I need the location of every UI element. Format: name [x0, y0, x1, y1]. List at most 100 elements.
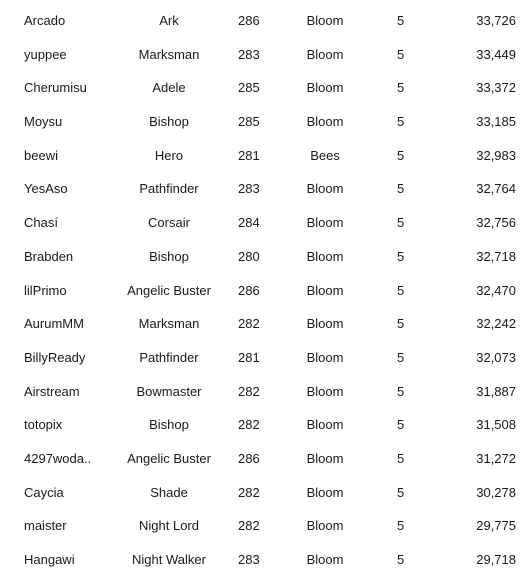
table-row[interactable]: Airstream Bowmaster 282 Bloom 5 31,887	[0, 375, 532, 409]
character-name[interactable]: Brabden	[24, 248, 74, 264]
level-value: 283	[238, 181, 260, 197]
job-name: Adele	[152, 80, 186, 96]
table-row[interactable]: Brabden Bishop 280 Bloom 5 32,718	[0, 240, 532, 274]
world-name: Bloom	[306, 215, 344, 231]
world-name: Bloom	[306, 417, 344, 433]
exp-value: 32,983	[476, 147, 516, 163]
character-name[interactable]: YesAso	[24, 181, 68, 197]
world-name: Bloom	[306, 316, 344, 332]
character-name[interactable]: Cherumisu	[24, 80, 87, 96]
character-name[interactable]: Airstream	[24, 383, 80, 399]
table-row[interactable]: 4297woda.. Angelic Buster 286 Bloom 5 31,272	[0, 442, 532, 476]
job-name: Shade	[150, 484, 188, 500]
job-name: Bishop	[149, 417, 189, 433]
character-name[interactable]: maister	[24, 518, 67, 534]
exp-value: 33,726	[476, 13, 516, 28]
world-name: Bloom	[306, 383, 344, 399]
table-row[interactable]: Hangawi Night Walker 283 Bloom 5 29,718	[0, 543, 532, 577]
world-name: Bloom	[306, 13, 344, 28]
stars-value: 5	[397, 484, 405, 500]
exp-value: 33,185	[476, 114, 516, 130]
character-name[interactable]: yuppee	[24, 46, 67, 62]
stars-value: 5	[397, 46, 405, 62]
table-row[interactable]: Cherumisu Adele 285 Bloom 5 33,372	[0, 71, 532, 105]
character-name[interactable]: BillyReady	[24, 349, 86, 365]
world-name: Bloom	[306, 349, 344, 365]
world-name: Bees	[310, 147, 340, 163]
character-name[interactable]: Chasí	[24, 215, 58, 231]
level-value: 285	[238, 80, 260, 96]
exp-value: 31,272	[476, 450, 516, 466]
job-name: Night Walker	[132, 552, 206, 567]
exp-value: 32,764	[476, 181, 516, 197]
world-name: Bloom	[306, 450, 344, 466]
table-row[interactable]: Arcado Ark 286 Bloom 5 33,726	[0, 4, 532, 38]
job-name: Marksman	[138, 316, 200, 332]
exp-value: 32,756	[476, 215, 516, 231]
character-name[interactable]: 4297woda..	[24, 450, 92, 466]
world-name: Bloom	[306, 181, 344, 197]
table-row[interactable]: lilPrimo Angelic Buster 286 Bloom 5 32,470	[0, 274, 532, 308]
exp-value: 32,718	[476, 248, 516, 264]
exp-value: 33,372	[476, 80, 516, 96]
level-value: 282	[238, 316, 260, 332]
table-row[interactable]: AurumMM Marksman 282 Bloom 5 32,242	[0, 307, 532, 341]
world-name: Bloom	[306, 114, 344, 130]
stars-value: 5	[397, 114, 405, 130]
job-name: Bishop	[149, 248, 189, 264]
level-value: 282	[238, 484, 260, 500]
exp-value: 32,242	[476, 316, 516, 332]
level-value: 282	[238, 518, 260, 534]
table-row[interactable]: beewi Hero 281 Bees 5 32,983	[0, 139, 532, 173]
table-row[interactable]: Chasí Corsair 284 Bloom 5 32,756	[0, 206, 532, 240]
level-value: 280	[238, 248, 260, 264]
table-row[interactable]: yuppee Marksman 283 Bloom 5 33,449	[0, 38, 532, 72]
stars-value: 5	[397, 383, 405, 399]
ranking-table: Arcado Ark 286 Bloom 5 33,726 yuppee Marksman 28…	[0, 4, 532, 577]
world-name: Bloom	[306, 282, 344, 298]
exp-value: 31,887	[476, 383, 516, 399]
job-name: Corsair	[148, 215, 190, 231]
level-value: 281	[238, 147, 260, 163]
world-name: Bloom	[306, 248, 344, 264]
table-row[interactable]: BillyReady Pathfinder 281 Bloom 5 32,073	[0, 341, 532, 375]
world-name: Bloom	[306, 46, 344, 62]
exp-value: 29,718	[476, 552, 516, 567]
level-value: 284	[238, 215, 260, 231]
stars-value: 5	[397, 215, 405, 231]
exp-value: 31,508	[476, 417, 516, 433]
table-row[interactable]: totopix Bishop 282 Bloom 5 31,508	[0, 408, 532, 442]
level-value: 286	[238, 282, 260, 298]
job-name: Hero	[154, 147, 184, 163]
table-row[interactable]: Moysu Bishop 285 Bloom 5 33,185	[0, 105, 532, 139]
character-name[interactable]: Hangawi	[24, 552, 75, 567]
stars-value: 5	[397, 147, 405, 163]
character-name[interactable]: Moysu	[24, 114, 63, 130]
stars-value: 5	[397, 80, 405, 96]
character-name[interactable]: Caycia	[24, 484, 64, 500]
job-name: Night Lord	[139, 518, 199, 534]
level-value: 286	[238, 450, 260, 466]
level-value: 282	[238, 417, 260, 433]
stars-value: 5	[397, 181, 405, 197]
character-name[interactable]: lilPrimo	[24, 282, 67, 298]
table-row[interactable]: maister Night Lord 282 Bloom 5 29,775	[0, 509, 532, 543]
stars-value: 5	[397, 417, 405, 433]
character-name[interactable]: AurumMM	[24, 316, 84, 332]
table-row[interactable]: YesAso Pathfinder 283 Bloom 5 32,764	[0, 172, 532, 206]
level-value: 283	[238, 46, 260, 62]
world-name: Bloom	[306, 552, 344, 567]
job-name: Bowmaster	[136, 383, 202, 399]
exp-value: 32,073	[476, 349, 516, 365]
job-name: Angelic Buster	[127, 450, 211, 466]
exp-value: 33,449	[476, 46, 516, 62]
level-value: 286	[238, 13, 260, 28]
character-name[interactable]: beewi	[24, 147, 58, 163]
job-name: Pathfinder	[139, 181, 199, 197]
character-name[interactable]: Arcado	[24, 13, 66, 28]
character-name[interactable]: totopix	[24, 417, 63, 433]
job-name: Pathfinder	[139, 349, 199, 365]
world-name: Bloom	[306, 518, 344, 534]
job-name: Angelic Buster	[127, 282, 211, 298]
table-row[interactable]: Caycia Shade 282 Bloom 5 30,278	[0, 476, 532, 510]
